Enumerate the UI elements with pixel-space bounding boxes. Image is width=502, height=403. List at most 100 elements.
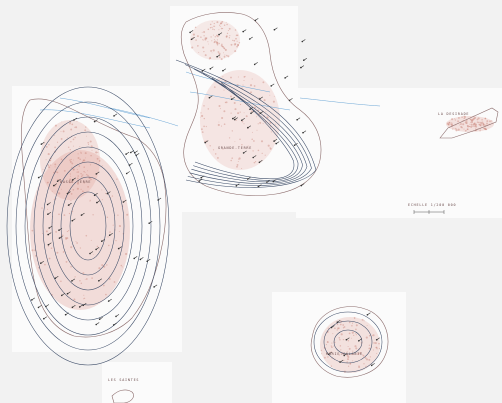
la-desirade-coastline	[439, 107, 499, 139]
relief-dot	[352, 350, 354, 352]
relief-dot	[60, 158, 63, 161]
station-dot	[284, 77, 286, 79]
relief-dot	[262, 81, 265, 84]
relief-dot	[70, 141, 72, 143]
relief-dot	[79, 158, 81, 160]
relief-dot	[74, 276, 76, 278]
relief-dot	[363, 363, 365, 365]
station-dot	[343, 354, 346, 357]
relief-dot	[191, 46, 194, 49]
relief-dot	[230, 159, 232, 162]
relief-dot	[218, 105, 221, 107]
relief-dot	[80, 282, 83, 284]
relief-dot	[65, 260, 68, 263]
station-dot	[366, 314, 369, 316]
relief-dot	[80, 152, 82, 154]
relief-dot	[216, 21, 219, 24]
relief-dot	[54, 163, 57, 166]
station-dot	[47, 243, 50, 246]
relief-dot	[338, 354, 340, 356]
relief-dot	[73, 298, 76, 301]
relief-dot	[98, 160, 101, 162]
station-dot	[288, 99, 291, 102]
relief-dot	[222, 148, 224, 150]
relief-dot	[485, 128, 487, 131]
grande-terre-coastline	[180, 12, 322, 196]
relief-dot	[220, 26, 222, 28]
relief-dot	[62, 251, 65, 253]
relief-dot	[83, 159, 86, 162]
station-dot	[252, 156, 254, 159]
relief-dot	[105, 293, 107, 296]
relief-dot	[72, 188, 75, 191]
station-dot	[115, 315, 117, 318]
station-dot	[296, 119, 298, 121]
relief-dot	[225, 35, 228, 38]
relief-dot	[48, 166, 51, 169]
relief-dot	[355, 328, 357, 331]
relief-dot	[195, 39, 197, 41]
relief-dot	[221, 43, 223, 46]
relief-dot	[80, 175, 83, 178]
relief-dot	[270, 126, 272, 128]
relief-dot	[241, 120, 244, 123]
relief-dot	[259, 121, 262, 124]
relief-dot	[355, 347, 358, 350]
relief-dot	[214, 25, 216, 27]
relief-dot	[205, 37, 208, 40]
relief-area	[190, 20, 240, 60]
rivers	[39, 71, 381, 129]
relief-dot	[223, 47, 225, 49]
station-dot	[107, 300, 110, 302]
relief-dot	[243, 123, 245, 125]
isohyet-basse-terre	[42, 146, 134, 306]
station-dot	[37, 176, 40, 179]
relief-dot	[115, 240, 117, 242]
relief-dot	[97, 151, 99, 154]
relief-dot	[54, 124, 57, 127]
station-dot	[218, 33, 220, 36]
relief-dot	[42, 168, 44, 170]
relief-dot	[83, 297, 86, 300]
relief-dot	[452, 127, 454, 129]
relief-dot	[56, 141, 59, 143]
relief-dot	[339, 323, 342, 326]
station-dot	[71, 179, 74, 181]
relief-dot	[333, 345, 335, 347]
relief-dot	[207, 41, 209, 43]
relief-dot	[210, 36, 212, 38]
relief-dot	[203, 35, 205, 37]
station-dot	[56, 180, 59, 182]
relief-dot	[491, 120, 493, 122]
relief-dot	[359, 352, 362, 354]
relief-dot	[357, 353, 359, 355]
relief-dot	[210, 36, 212, 38]
relief-dot	[355, 334, 357, 336]
relief-dot	[363, 320, 365, 322]
relief-dot	[257, 149, 260, 152]
relief-dot	[347, 365, 350, 367]
station-dot	[31, 299, 33, 301]
relief-dot	[466, 128, 469, 131]
relief-dot	[45, 230, 48, 233]
relief-dot	[84, 172, 86, 174]
relief-dot	[84, 152, 87, 155]
relief-dot	[86, 173, 88, 176]
relief-dot	[247, 145, 249, 147]
relief-dot	[470, 119, 472, 121]
relief-dot	[457, 116, 460, 119]
relief-dot	[218, 29, 220, 31]
relief-dot	[206, 37, 208, 39]
relief-dot	[220, 58, 223, 61]
relief-dot	[43, 143, 45, 145]
label-marie-galante: MARIE-GALANTE	[326, 352, 363, 356]
relief-dot	[253, 140, 255, 142]
relief-dot	[457, 120, 460, 123]
relief-dot	[228, 37, 231, 39]
relief-area	[30, 150, 130, 310]
relief-dot	[204, 37, 207, 40]
station-dot	[273, 140, 275, 142]
station-dot	[336, 321, 339, 324]
relief-dot	[99, 248, 101, 250]
relief-dot	[70, 200, 72, 202]
